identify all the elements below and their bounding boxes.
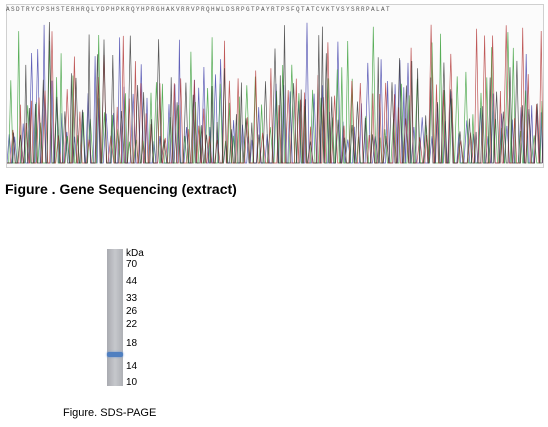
trace-line <box>7 24 543 164</box>
marker-label: 26 <box>126 306 138 317</box>
marker-label: 10 <box>126 377 138 388</box>
trace-line <box>7 21 543 164</box>
marker-label: 14 <box>126 361 138 372</box>
protein-band <box>107 352 123 358</box>
sequencing-figure-title: Figure . Gene Sequencing (extract) <box>5 181 237 197</box>
marker-label: 44 <box>126 276 138 287</box>
gel-lane <box>107 249 123 386</box>
sds-page-caption: Figure. SDS-PAGE <box>63 407 157 419</box>
sequencing-chromatogram <box>6 4 544 168</box>
marker-label: 18 <box>126 338 138 349</box>
kda-unit-label: kDa <box>126 248 144 259</box>
sequence-letters: ASDTRYCPSHSTERHRQLYDPHPKRQYHPRGHAKVRRVPR… <box>6 6 392 13</box>
marker-label: 70 <box>126 259 138 270</box>
marker-label: 22 <box>126 319 138 330</box>
marker-label: 33 <box>126 293 138 304</box>
